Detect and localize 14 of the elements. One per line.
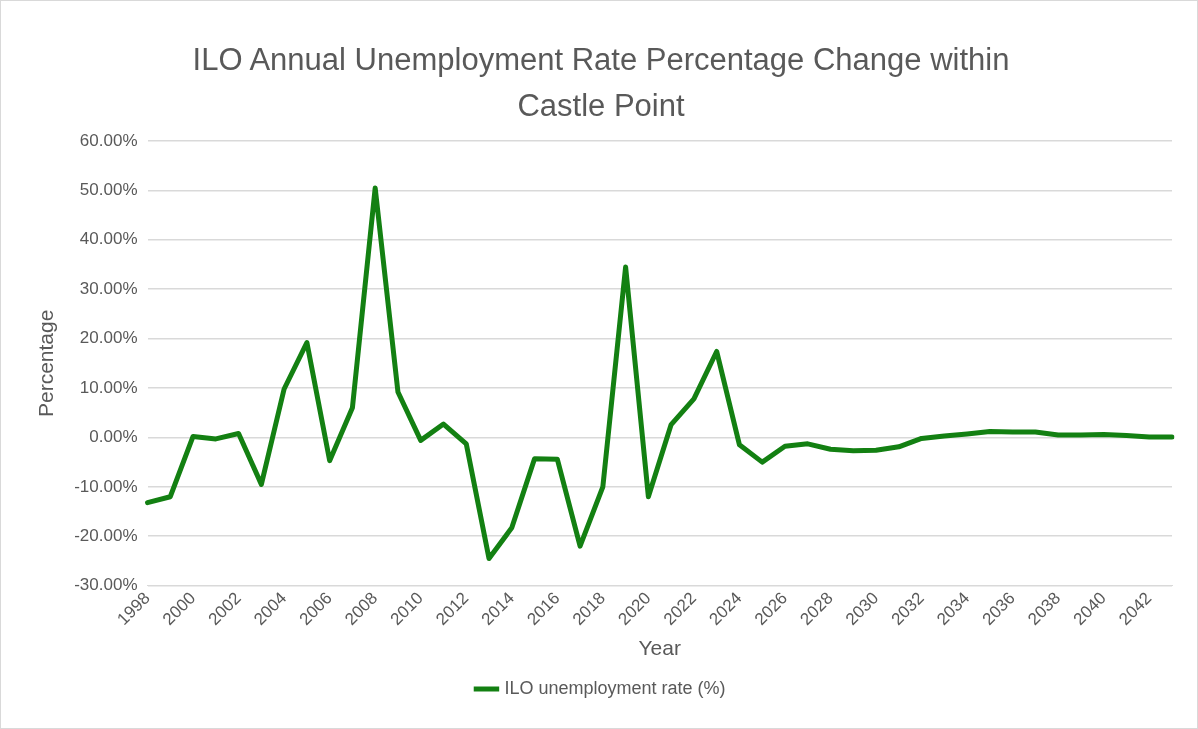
y-axis-title: Percentage — [34, 309, 58, 418]
y-tick-label: 60.00% — [79, 130, 138, 150]
y-tick-label: -10.00% — [74, 476, 138, 496]
y-tick-label: 50.00% — [79, 180, 138, 200]
y-tick-label: -20.00% — [74, 525, 138, 545]
y-tick-label: 40.00% — [79, 229, 138, 249]
x-axis-title: Year — [638, 636, 681, 660]
y-tick-label: 20.00% — [79, 328, 138, 348]
y-tick-label: -30.00% — [74, 575, 138, 595]
y-tick-label: 10.00% — [79, 377, 138, 397]
y-tick-label: 30.00% — [79, 278, 138, 298]
legend-label: ILO unemployment rate (%) — [504, 677, 726, 698]
chart-title: ILO Annual Unemployment Rate Percentage Change within Castle Point — [191, 41, 1011, 125]
y-tick-label: 0.00% — [89, 427, 138, 447]
